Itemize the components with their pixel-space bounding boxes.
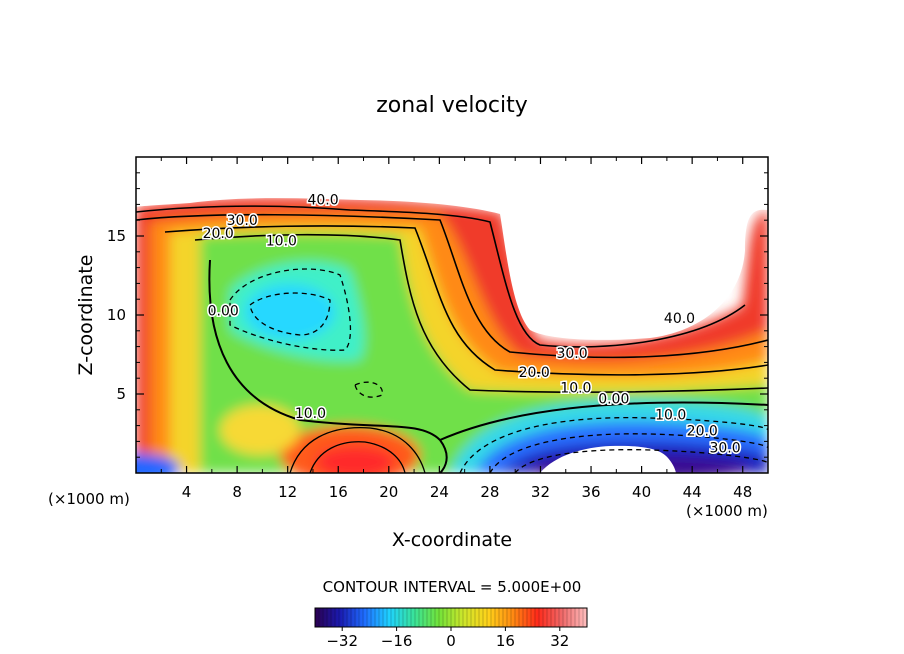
contour-neg20-lower <box>489 433 768 473</box>
x-tick-label: 8 <box>232 483 242 501</box>
x-unit-label-right: (×1000 m) <box>686 502 768 520</box>
colorbar-tick-label: −32 <box>326 632 358 650</box>
x-tick-label: 36 <box>581 483 600 501</box>
contour-label: 20.0 <box>519 365 550 381</box>
chart-title: zonal velocity <box>376 93 528 118</box>
colorbar-ticks: −32 −16 0 16 32 <box>326 627 569 650</box>
contour-label: 30.0 <box>556 346 587 362</box>
contour-surface-jet-inner <box>309 441 406 473</box>
contour-0-right <box>439 401 768 441</box>
contour-label: 40.0 <box>664 311 695 327</box>
colorbar-tick-label: −16 <box>381 632 413 650</box>
x-tick-label: 4 <box>182 483 192 501</box>
y-tick-label: 10 <box>107 306 126 324</box>
x-tick-label: 32 <box>531 483 550 501</box>
x-tick-label: 48 <box>733 483 752 501</box>
contour-label: 40.0 <box>307 193 338 209</box>
x-tick-label: 12 <box>278 483 297 501</box>
contour-label: 0.00 <box>598 392 629 408</box>
contour-labels: 40.030.020.0 10.00.0010.040.030.020.010.0… <box>201 191 742 458</box>
plot-area: 40.030.020.0 10.00.0010.040.030.020.010.0… <box>136 157 768 473</box>
contour-lines <box>136 205 768 473</box>
contour-label: 30.0 <box>227 213 258 229</box>
contour-surface-jet <box>289 426 426 473</box>
x-tick-label: 24 <box>430 483 449 501</box>
y-axis-label: Z-coordinate <box>75 255 97 376</box>
field-cyan-center <box>245 284 335 340</box>
contour-40 <box>136 205 746 348</box>
y-tick-label: 15 <box>107 227 126 245</box>
x-tick-label: 20 <box>379 483 398 501</box>
x-tick-label: 40 <box>632 483 651 501</box>
field-surface-jet-core <box>315 446 395 473</box>
y-axis-ticks: 5 10 15 <box>107 172 768 458</box>
contour-label: 20.0 <box>203 226 234 242</box>
contour-neg10 <box>249 292 331 336</box>
contour-20 <box>164 225 768 376</box>
colorbar-tick-label: 16 <box>496 632 515 650</box>
contour-neg10-lower <box>459 416 768 473</box>
x-tick-label: 44 <box>683 483 702 501</box>
contour-label: 10.0 <box>655 408 686 424</box>
contour-neg30-lower <box>514 449 768 473</box>
contour-0 <box>208 259 448 473</box>
y-tick-label: 5 <box>116 385 126 403</box>
contour-neg5 <box>229 268 352 351</box>
contour-10 <box>194 233 768 393</box>
field-left-blue <box>136 454 180 473</box>
x-axis-ticks: 4 8 12 16 20 24 28 32 36 40 44 48 <box>160 157 752 501</box>
colorbar-stripes <box>318 608 584 627</box>
contour-interval-note: CONTOUR INTERVAL = 5.000E+00 <box>323 578 582 596</box>
contour-label: 30.0 <box>709 441 740 457</box>
x-tick-label: 16 <box>329 483 348 501</box>
colorbar-tick-label: 0 <box>446 632 456 650</box>
x-unit-label-left: (×1000 m) <box>48 490 130 508</box>
field-yellow-pocket <box>220 405 300 455</box>
contour-label: 20.0 <box>687 423 718 439</box>
x-axis-label: X-coordinate <box>392 529 512 551</box>
contour-neg5-small <box>354 381 383 398</box>
x-tick-label: 28 <box>480 483 499 501</box>
colorbar-tick-label: 32 <box>550 632 569 650</box>
contour-label: 10.0 <box>560 381 591 397</box>
contour-label: 10.0 <box>295 406 326 422</box>
contour-label: 10.0 <box>266 234 297 250</box>
contour-30 <box>136 213 768 359</box>
contour-label: 0.00 <box>208 303 239 319</box>
masked-top-region <box>136 157 768 340</box>
